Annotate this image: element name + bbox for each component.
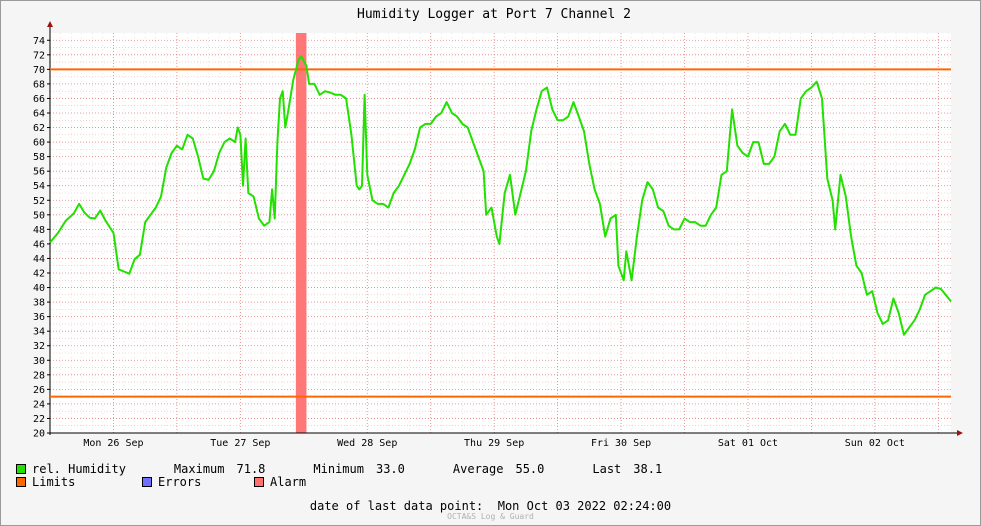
x-tick-label: Fri 30 Sep [591, 438, 651, 449]
y-tick-label: 44 [33, 254, 45, 265]
alarm-band [295, 33, 307, 433]
y-tick-label: 20 [33, 429, 45, 440]
y-tick-label: 74 [33, 36, 45, 47]
errors-swatch [142, 477, 152, 487]
y-tick-label: 24 [33, 399, 45, 410]
limits-swatch [16, 477, 26, 487]
legend-limits-label: Limits [32, 475, 76, 489]
y-tick-label: 48 [33, 225, 45, 236]
legend-alarm-label: Alarm [270, 475, 307, 489]
y-tick-label: 68 [33, 79, 45, 90]
average-value: 55.0 [515, 462, 545, 476]
x-tick-label: Sun 02 Oct [845, 438, 905, 449]
y-tick-label: 34 [33, 327, 45, 338]
x-tick-label: Thu 29 Sep [464, 438, 524, 449]
y-tick-label: 38 [33, 298, 45, 309]
y-tick-label: 42 [33, 269, 45, 280]
y-tick-label: 66 [33, 94, 45, 105]
x-tick-label: Tue 27 Sep [210, 438, 270, 449]
y-tick-label: 30 [33, 356, 45, 367]
y-tick-label: 40 [33, 283, 45, 294]
alarm-swatch [254, 477, 264, 487]
x-tick-label: Wed 28 Sep [337, 438, 397, 449]
y-tick-label: 62 [33, 123, 45, 134]
legend-errors-label: Errors [158, 475, 202, 489]
y-tick-label: 28 [33, 370, 45, 381]
watermark: OCTA&S Log & Guard [447, 512, 534, 521]
last-data-point-footer: date of last data point: Mon Oct 03 2022… [309, 499, 672, 513]
y-axis-arrow [47, 21, 53, 27]
last-label: Last [592, 462, 622, 476]
minimum-label: Minimum [313, 462, 364, 476]
y-tick-label: 56 [33, 167, 45, 178]
y-tick-label: 64 [33, 109, 45, 120]
limit-layer [50, 68, 951, 398]
x-axis-arrow [957, 430, 963, 436]
series-layer [49, 55, 952, 336]
y-tick-label: 26 [33, 385, 45, 396]
average-label: Average [452, 462, 504, 476]
y-tick-label: 46 [33, 239, 45, 250]
humidity-swatch [16, 464, 26, 474]
minimum-value: 33.0 [375, 462, 405, 476]
legend-row-1: rel. Humidity Maximum 71.8 Minimum 33.0 … [16, 462, 662, 476]
legend-row-2: Limits Errors Alarm [16, 475, 306, 489]
y-tick-label: 32 [33, 341, 45, 352]
maximum-label: Maximum [173, 462, 225, 476]
tick-label-layer: 20 22 24 26 28 30 32 34 36 38 40 42 44 46 48 50 52 54 56 58… [33, 36, 905, 449]
y-tick-label: 22 [33, 414, 45, 425]
last-value: 38.1 [633, 462, 663, 476]
y-tick-label: 70 [33, 65, 45, 76]
y-tick-label: 50 [33, 210, 45, 221]
chart-title: Humidity Logger at Port 7 Channel 2 [357, 7, 631, 22]
legend-humidity-label: rel. Humidity [32, 462, 126, 476]
y-tick-label: 58 [33, 152, 45, 163]
alarm-layer [295, 33, 307, 433]
y-tick-label: 54 [33, 181, 45, 192]
y-tick-label: 72 [33, 50, 45, 61]
x-tick-label: Sat 01 Oct [718, 438, 778, 449]
y-tick-label: 60 [33, 138, 45, 149]
x-tick-label: Mon 26 Sep [83, 438, 143, 449]
axis-layer [47, 21, 963, 436]
y-tick-label: 36 [33, 312, 45, 323]
y-tick-label: 52 [33, 196, 45, 207]
humidity-series-line [49, 55, 952, 336]
maximum-value: 71.8 [236, 462, 266, 476]
